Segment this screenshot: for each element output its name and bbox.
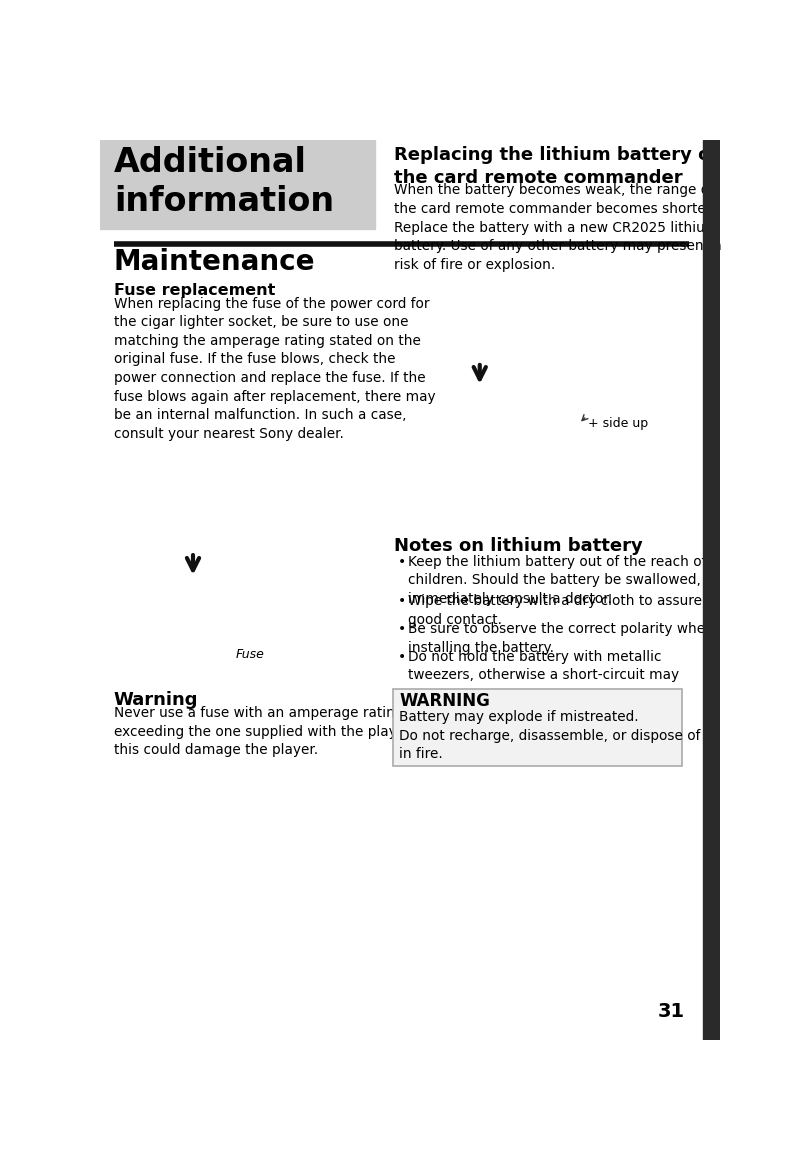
Text: Fuse: Fuse bbox=[236, 649, 265, 662]
Text: + side up: + side up bbox=[588, 417, 648, 430]
Text: Fuse replacement: Fuse replacement bbox=[114, 283, 275, 298]
Text: •: • bbox=[398, 554, 406, 568]
Bar bbox=[100, 140, 375, 229]
Text: •: • bbox=[398, 594, 406, 608]
Text: Battery may explode if mistreated.
Do not recharge, disassemble, or dispose of
i: Battery may explode if mistreated. Do no… bbox=[399, 710, 701, 761]
Bar bbox=[703, 140, 720, 1040]
Text: Never use a fuse with an amperage rating
exceeding the one supplied with the pla: Never use a fuse with an amperage rating… bbox=[114, 706, 430, 758]
Bar bbox=[393, 689, 682, 766]
Text: •: • bbox=[398, 650, 406, 664]
Text: Be sure to observe the correct polarity when
installing the battery.: Be sure to observe the correct polarity … bbox=[409, 622, 714, 655]
Text: Replacing the lithium battery of
the card remote commander: Replacing the lithium battery of the car… bbox=[394, 146, 718, 187]
Text: Wipe the battery with a dry cloth to assure
good contact.: Wipe the battery with a dry cloth to ass… bbox=[409, 594, 702, 627]
Text: When replacing the fuse of the power cord for
the cigar lighter socket, be sure : When replacing the fuse of the power cor… bbox=[114, 297, 435, 441]
Text: Notes on lithium battery: Notes on lithium battery bbox=[394, 537, 643, 555]
Text: Warning: Warning bbox=[114, 691, 198, 708]
Text: When the battery becomes weak, the range of
the card remote commander becomes sh: When the battery becomes weak, the range… bbox=[394, 184, 722, 272]
Text: Maintenance: Maintenance bbox=[114, 248, 315, 276]
Text: information: information bbox=[114, 185, 334, 217]
Text: WARNING: WARNING bbox=[399, 692, 490, 711]
Text: •: • bbox=[398, 622, 406, 636]
Text: 31: 31 bbox=[658, 1002, 685, 1022]
Text: Do not hold the battery with metallic
tweezers, otherwise a short-circuit may
oc: Do not hold the battery with metallic tw… bbox=[409, 650, 679, 701]
Text: Additional: Additional bbox=[114, 146, 307, 179]
Text: Keep the lithium battery out of the reach of
children. Should the battery be swa: Keep the lithium battery out of the reac… bbox=[409, 554, 707, 606]
